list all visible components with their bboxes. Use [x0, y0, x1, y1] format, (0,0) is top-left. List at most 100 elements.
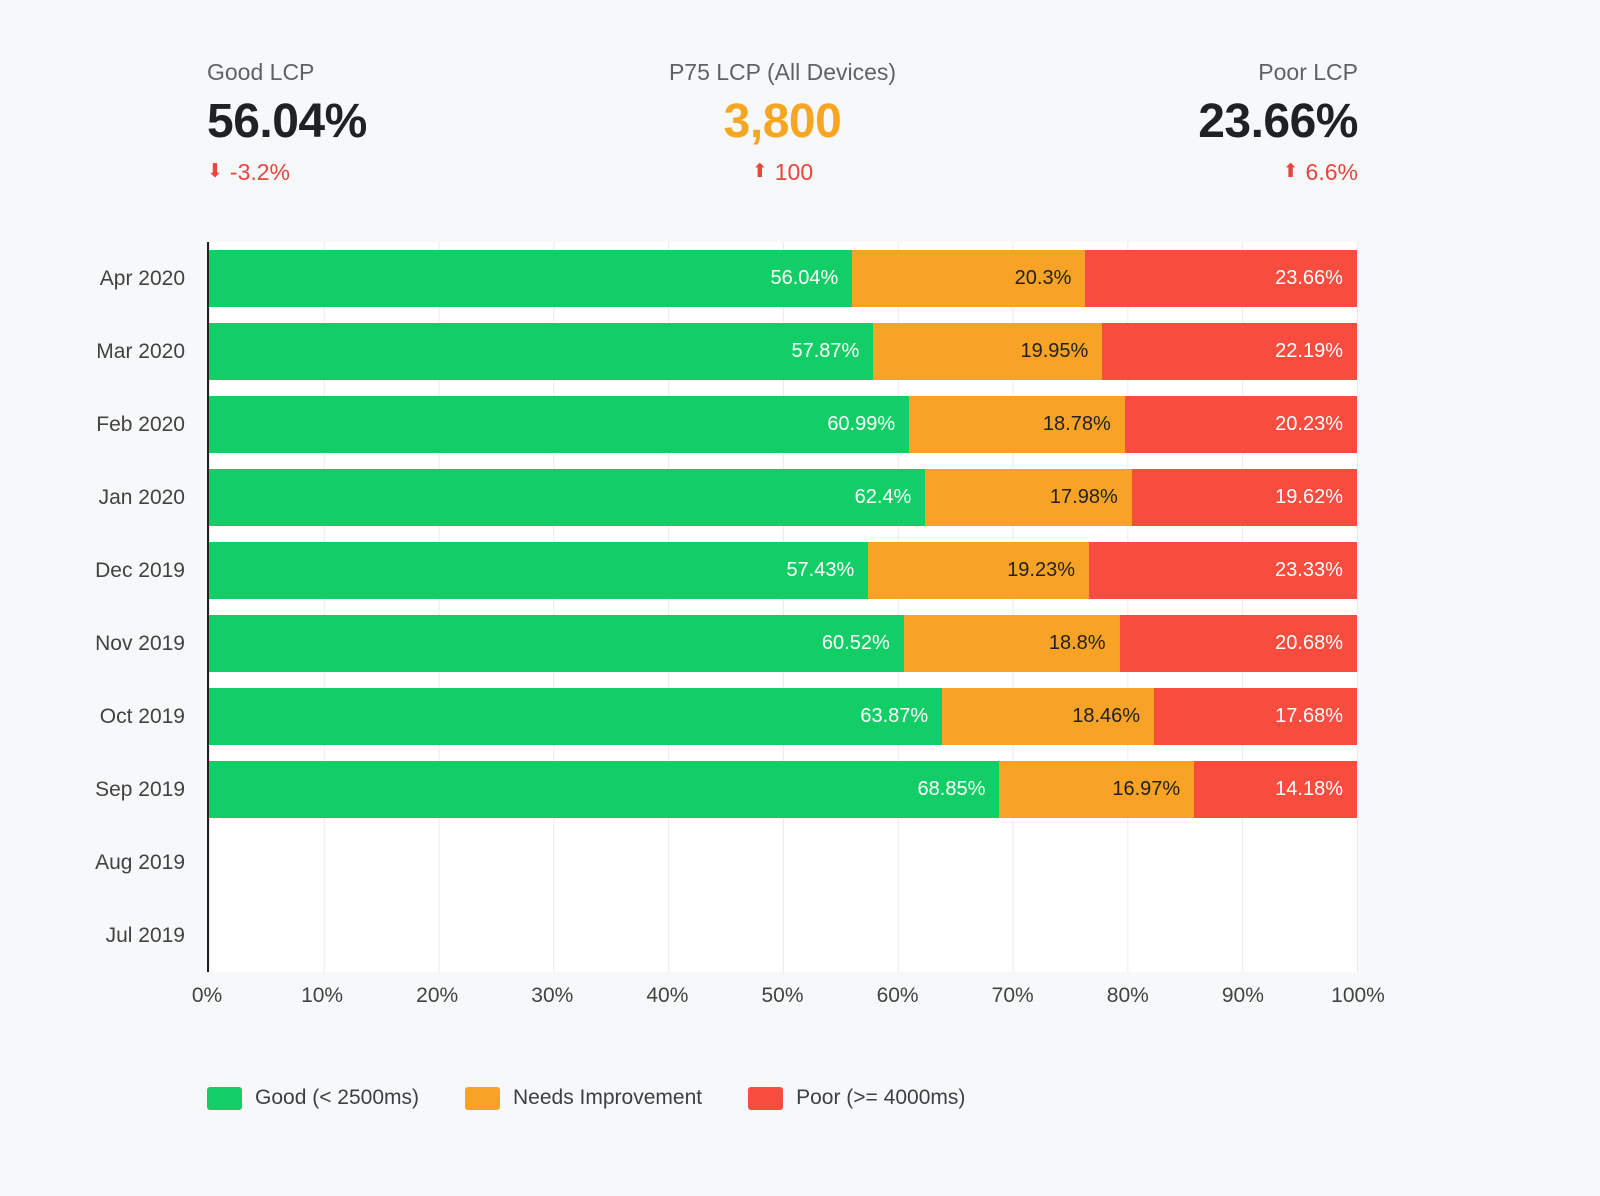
x-axis-tick-label: 100% — [1331, 984, 1385, 1007]
bar-value-label: 23.66% — [1275, 267, 1343, 289]
kpi-poor-label: Poor LCP — [1258, 59, 1358, 85]
bar-segment[interactable]: 56.04% — [209, 250, 853, 307]
bar-segment[interactable]: 17.98% — [925, 469, 1132, 526]
bar-track: 60.99% 18.78% 20.23% — [209, 396, 1357, 453]
kpi-poor-delta: ⬆ 6.6% — [1198, 158, 1358, 186]
kpi-good-delta: ⬇ -3.2% — [207, 158, 367, 186]
kpi-good-value: 56.04% — [207, 95, 367, 148]
chart-row: 57.43% 19.23% 23.33% — [209, 534, 1357, 607]
chart-row: 62.4% 17.98% 19.62% — [209, 461, 1357, 534]
bar-segment[interactable]: 20.23% — [1124, 396, 1357, 453]
bar-track: 60.52% 18.8% 20.68% — [209, 615, 1357, 672]
legend-item[interactable]: Poor (>= 4000ms) — [748, 1086, 965, 1110]
bar-value-label: 60.99% — [827, 413, 896, 435]
y-axis: Apr 2020 Mar 2020 Feb 2020 Jan 2020 Dec 2019… — [0, 242, 207, 972]
x-axis-tick-label: 40% — [646, 984, 689, 1007]
bar-track — [209, 834, 1357, 891]
x-axis-tick-label: 90% — [1221, 984, 1264, 1007]
bar-value-label: 20.68% — [1275, 632, 1343, 654]
bar-segment[interactable]: 68.85% — [209, 761, 1000, 818]
bar-value-label: 18.78% — [1042, 413, 1111, 435]
x-axis-spacer — [0, 972, 207, 1012]
bar-segment[interactable]: 18.46% — [942, 688, 1155, 745]
chart-row: 68.85% 16.97% 14.18% — [209, 753, 1357, 826]
x-axis-tick-label: 50% — [761, 984, 804, 1007]
bar-track: 63.87% 18.46% 17.68% — [209, 688, 1357, 745]
bar-track: 62.4% 17.98% 19.62% — [209, 469, 1357, 526]
bar-segment[interactable]: 23.66% — [1085, 250, 1357, 307]
lcp-stacked-bar-chart: Apr 2020 Mar 2020 Feb 2020 Jan 2020 Dec 2019… — [0, 242, 1600, 1110]
bar-track: 57.87% 19.95% 22.19% — [209, 323, 1358, 380]
bar-segment[interactable]: 22.19% — [1102, 323, 1358, 380]
trend-down-arrow-icon: ⬇ — [207, 161, 223, 182]
bar-value-label: 20.23% — [1275, 413, 1343, 435]
y-axis-label: Jul 2019 — [105, 923, 185, 947]
bar-value-label: 19.23% — [1007, 559, 1076, 581]
x-axis: 0% 10% 20% 30% 40% 50% 60% 70% 80% 90% 100% — [192, 972, 1385, 1012]
chart-row: 56.04% 20.3% 23.66% — [209, 242, 1357, 315]
bar-value-label: 18.8% — [1048, 632, 1106, 654]
legend-label: Needs Improvement — [513, 1086, 703, 1109]
trend-up-arrow-icon: ⬆ — [751, 161, 768, 182]
chart-row: 60.52% 18.8% 20.68% — [209, 607, 1357, 680]
legend-item[interactable]: Needs Improvement — [465, 1086, 702, 1110]
bar-track: 56.04% 20.3% 23.66% — [209, 250, 1357, 307]
bar-value-label: 19.62% — [1275, 486, 1343, 508]
bar-segment[interactable]: 57.43% — [209, 542, 869, 599]
legend-item[interactable]: Good (< 2500ms) — [207, 1086, 419, 1110]
kpi-good-lcp: Good LCP 56.04% ⬇ -3.2% — [207, 58, 367, 186]
kpi-p75-delta-value: 100 — [774, 159, 814, 185]
bar-value-label: 17.68% — [1275, 705, 1343, 727]
bar-segment[interactable]: 19.95% — [873, 323, 1103, 380]
bar-segment[interactable]: 57.87% — [209, 323, 874, 380]
x-axis-tick-label: 70% — [991, 984, 1034, 1007]
bar-value-label: 19.95% — [1020, 340, 1089, 362]
bar-segment[interactable]: 17.68% — [1154, 688, 1357, 745]
kpi-p75-lcp: P75 LCP (All Devices) 3,800 ⬆ 100 — [669, 58, 896, 186]
chart-row: 60.99% 18.78% 20.23% — [209, 388, 1357, 461]
trend-up-arrow-icon: ⬆ — [1282, 161, 1299, 182]
bar-track — [209, 907, 1357, 964]
y-axis-label: Oct 2019 — [99, 704, 185, 728]
bar-value-label: 20.3% — [1014, 267, 1072, 289]
bar-value-label: 60.52% — [821, 632, 890, 654]
x-axis-tick-label: 20% — [416, 984, 459, 1007]
kpi-good-label: Good LCP — [207, 59, 315, 85]
bar-segment[interactable]: 20.3% — [852, 250, 1086, 307]
bar-segment[interactable]: 23.33% — [1089, 542, 1357, 599]
bar-value-label: 68.85% — [917, 778, 986, 800]
bar-value-label: 57.43% — [786, 559, 855, 581]
bar-value-label: 18.46% — [1072, 705, 1141, 727]
bar-segment[interactable]: 19.62% — [1131, 469, 1357, 526]
bar-segment[interactable]: 62.4% — [209, 469, 926, 526]
bar-segment[interactable]: 60.99% — [209, 396, 910, 453]
legend-label: Poor (>= 4000ms) — [796, 1086, 966, 1109]
y-axis-label: Aug 2019 — [95, 850, 185, 874]
bar-segment[interactable]: 18.8% — [903, 615, 1120, 672]
chart-row: 57.87% 19.95% 22.19% — [209, 315, 1358, 388]
legend-label: Good (< 2500ms) — [255, 1086, 420, 1109]
kpi-p75-label: P75 LCP (All Devices) — [668, 59, 897, 85]
bar-segment[interactable]: 18.78% — [909, 396, 1125, 453]
chart-row — [209, 899, 1357, 972]
bar-value-label: 56.04% — [770, 267, 839, 289]
chart-row — [209, 826, 1357, 899]
bar-segment[interactable]: 60.52% — [209, 615, 904, 672]
plot-area: 56.04% 20.3% 23.66% 57.87% 19.95% 22.19% 60.99… — [207, 242, 1358, 972]
bar-value-label: 57.87% — [791, 340, 860, 362]
legend-swatch-icon — [465, 1086, 501, 1110]
bar-segment[interactable]: 20.68% — [1119, 615, 1357, 672]
bar-track: 57.43% 19.23% 23.33% — [209, 542, 1357, 599]
bar-value-label: 63.87% — [860, 705, 929, 727]
kpi-p75-delta: ⬆ 100 — [669, 158, 896, 186]
bar-segment[interactable]: 16.97% — [999, 761, 1195, 818]
y-axis-label: Sep 2019 — [95, 777, 185, 801]
bar-value-label: 14.18% — [1275, 778, 1343, 800]
x-axis-tick-label: 80% — [1106, 984, 1149, 1007]
bar-segment[interactable]: 63.87% — [209, 688, 943, 745]
bar-segment[interactable]: 14.18% — [1194, 761, 1357, 818]
chart-row: 63.87% 18.46% 17.68% — [209, 680, 1357, 753]
bar-segment[interactable]: 19.23% — [868, 542, 1090, 599]
x-axis-tick-label: 30% — [531, 984, 574, 1007]
